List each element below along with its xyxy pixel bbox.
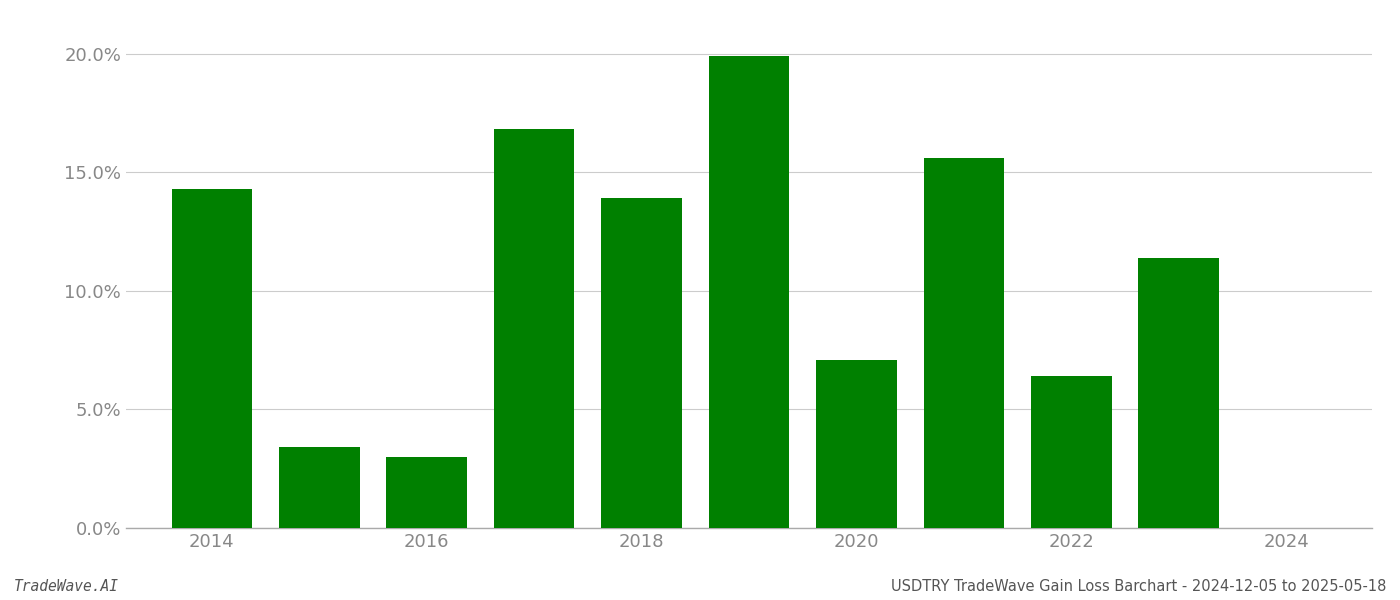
Bar <box>1030 376 1112 528</box>
Bar <box>602 198 682 528</box>
Bar <box>1138 257 1219 528</box>
Bar <box>172 189 252 528</box>
Bar <box>708 56 790 528</box>
Bar <box>816 359 896 528</box>
Bar <box>494 130 574 528</box>
Bar <box>386 457 468 528</box>
Bar <box>279 448 360 528</box>
Text: TradeWave.AI: TradeWave.AI <box>14 579 119 594</box>
Text: USDTRY TradeWave Gain Loss Barchart - 2024-12-05 to 2025-05-18: USDTRY TradeWave Gain Loss Barchart - 20… <box>890 579 1386 594</box>
Bar <box>924 158 1004 528</box>
